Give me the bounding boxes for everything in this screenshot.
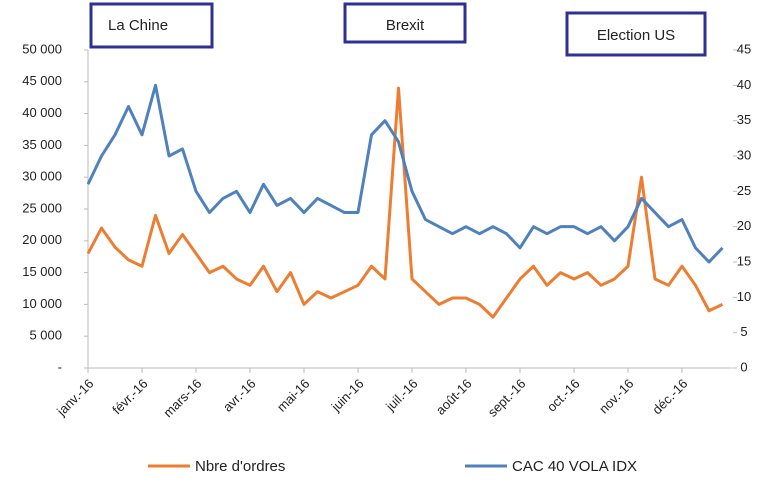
y-tick-label: 20 000	[22, 232, 62, 247]
y-tick-label: 45 000	[22, 73, 62, 88]
series-line	[86, 83, 724, 264]
annotation-box	[89, 2, 214, 49]
x-tick-label: août-16	[433, 376, 475, 418]
y2-tick-label: 0	[740, 359, 747, 374]
y-tick-label: 25 000	[22, 200, 62, 215]
y-tick-label: 10 000	[22, 296, 62, 311]
y2-tick-label: 40	[737, 77, 751, 92]
x-tick-label: févr.-16	[109, 376, 150, 417]
y2-tick-label: 10	[737, 289, 751, 304]
annotation: Election US	[597, 27, 675, 44]
y2-tick-label: 20	[737, 218, 751, 233]
y2-tick-label: 35	[737, 112, 751, 127]
annotation: Brexit	[386, 17, 425, 34]
y-tick-label: 30 000	[22, 169, 62, 184]
annotation: La Chine	[108, 17, 168, 34]
x-tick-label: oct.-16	[544, 376, 583, 415]
y2-tick-label: 25	[737, 183, 751, 198]
y2-tick-label: 5	[740, 324, 747, 339]
y-tick-label: -	[58, 359, 62, 374]
x-tick-label: mars-16	[160, 376, 204, 420]
x-tick-label: juil.-16	[382, 376, 420, 414]
legend-label: Nbre d'ordres	[195, 458, 285, 475]
series-line	[86, 86, 724, 319]
y-tick-label: 15 000	[22, 264, 62, 279]
y-tick-label: 35 000	[22, 137, 62, 152]
y-tick-label: 5 000	[29, 328, 62, 343]
y2-tick-label: 15	[737, 253, 751, 268]
annotation-box	[565, 11, 707, 57]
x-tick-label: mai-16	[274, 376, 313, 415]
x-tick-label: sept.-16	[485, 376, 529, 420]
x-tick-label: déc.-16	[649, 376, 690, 417]
x-tick-label: juin-16	[328, 376, 367, 415]
y-tick-label: 40 000	[22, 105, 62, 120]
y2-tick-label: 30	[737, 147, 751, 162]
annotation-box	[343, 2, 467, 44]
legend-label: CAC 40 VOLA IDX	[512, 458, 637, 475]
x-tick-label: nov.-16	[596, 376, 637, 417]
y-tick-label: 50 000	[22, 41, 62, 56]
x-tick-label: avr.-16	[220, 376, 259, 415]
y2-tick-label: 45	[737, 41, 751, 56]
x-tick-label: janv.-16	[53, 376, 96, 419]
